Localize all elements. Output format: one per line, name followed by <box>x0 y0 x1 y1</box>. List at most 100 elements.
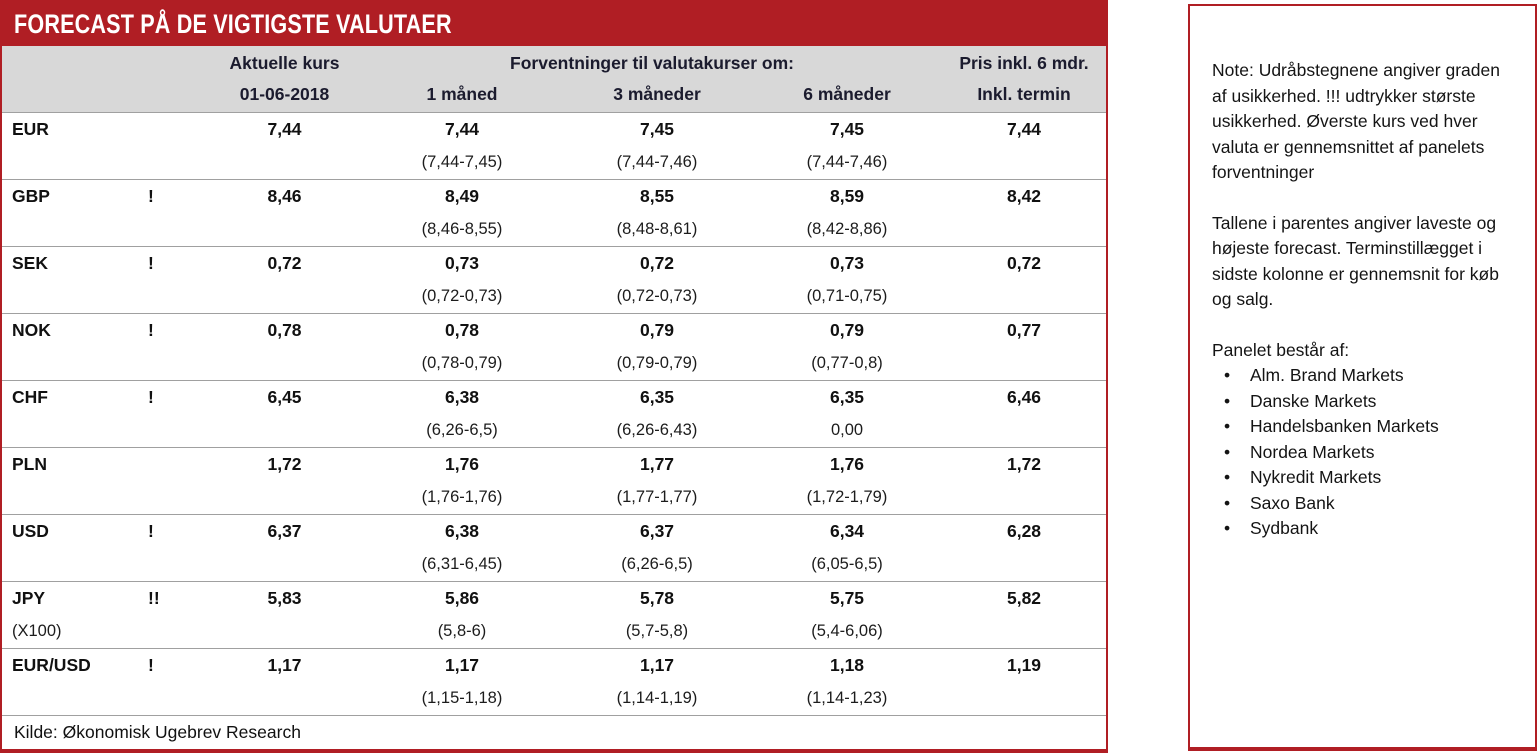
note-paragraph-parentheses: Tallene i parentes angiver laveste og hø… <box>1212 212 1499 310</box>
value-6-maaneder: 5,75 <box>829 588 865 608</box>
range-3-maaneder: (0,79-0,79) <box>616 354 698 372</box>
panel-member-name: Handelsbanken Markets <box>1250 416 1439 436</box>
termin-value: 5,82 <box>1006 588 1042 608</box>
value-1-maaned: 8,49 <box>444 186 480 206</box>
forecast-table-box: FORECAST PÅ DE VIGTIGSTE VALUTAER Aktuel… <box>0 0 1108 753</box>
aktuel-value: 0,72 <box>267 253 302 273</box>
value-1-maaned: 6,38 <box>444 521 480 541</box>
value-1-maaned: 1,76 <box>444 454 480 474</box>
panel-member-name: Danske Markets <box>1250 390 1377 411</box>
range-6-maaneder: (6,05-6,5) <box>811 555 883 573</box>
aktuel-value: 1,17 <box>267 655 302 675</box>
col-header-3-maaneder: 3 måneder <box>613 84 701 104</box>
panel-member: • Danske Markets <box>1212 389 1519 415</box>
currency-label: SEK <box>12 253 48 273</box>
range-6-maaneder: (7,44-7,46) <box>806 153 888 171</box>
value-3-maaneder: 1,17 <box>639 655 675 675</box>
currency-range-row: (6,31-6,45) (6,26-6,5) (6,05-6,5) <box>2 548 1106 581</box>
bullet-icon: • <box>1224 518 1231 538</box>
termin-value: 8,42 <box>1006 186 1042 206</box>
currency-label: CHF <box>12 387 48 407</box>
range-6-maaneder: (8,42-8,86) <box>806 220 888 238</box>
panel-member-name: Sydbank <box>1250 518 1319 538</box>
col-header-1-maaned: 1 måned <box>426 84 498 104</box>
currency-range-row: (0,72-0,73) (0,72-0,73) (0,71-0,75) <box>2 280 1106 313</box>
currency-block: NOK! 0,78 0,78 0,79 0,79 0,77 (0,78-0,79) (0,79… <box>2 313 1106 380</box>
panel-member: • Sydbank <box>1212 516 1519 542</box>
aktuel-value: 8,46 <box>267 186 302 206</box>
currency-label: NOK <box>12 320 51 340</box>
col-header-aktuelle-kurs: Aktuelle kurs <box>229 53 340 73</box>
currency-block: EUR 7,44 7,44 7,45 7,45 7,44 (7,44-7,45) (7,44-… <box>2 112 1106 179</box>
value-3-maaneder: 0,79 <box>639 320 675 340</box>
col-header-forventninger: Forventninger til valutakurser om: <box>510 53 794 73</box>
range-6-maaneder: (0,71-0,75) <box>806 287 888 305</box>
table-header-row-1: Aktuelle kurs Forventninger til valutaku… <box>2 48 1106 79</box>
col-header-date: 01-06-2018 <box>239 84 330 104</box>
title-banner: FORECAST PÅ DE VIGTIGSTE VALUTAER <box>2 2 1106 46</box>
range-1-maaned: (7,44-7,45) <box>421 153 503 171</box>
source-row: Kilde: Økonomisk Ugebrev Research <box>2 715 1106 749</box>
note-paragraph-panel-intro: Panelet består af: <box>1212 339 1350 360</box>
currency-range-row: (7,44-7,45) (7,44-7,46) (7,44-7,46) <box>2 146 1106 179</box>
value-1-maaned: 5,86 <box>444 588 480 608</box>
currency-main-row: NOK! 0,78 0,78 0,79 0,79 0,77 <box>2 314 1106 347</box>
bullet-icon: • <box>1224 365 1231 385</box>
uncertainty-mark: ! <box>148 253 154 273</box>
value-6-maaneder: 7,45 <box>829 119 865 139</box>
panel-member-name: Nordea Markets <box>1250 441 1375 462</box>
range-3-maaneder: (6,26-6,43) <box>616 421 698 439</box>
panel-member: • Nordea Markets <box>1212 440 1519 466</box>
currency-range-row: (1,15-1,18) (1,14-1,19) (1,14-1,23) <box>2 682 1106 715</box>
value-3-maaneder: 5,78 <box>639 588 675 608</box>
currency-main-row: PLN 1,72 1,76 1,77 1,76 1,72 <box>2 448 1106 481</box>
range-3-maaneder: (0,72-0,73) <box>616 287 698 305</box>
range-1-maaned: (0,78-0,79) <box>421 354 503 372</box>
range-6-maaneder: 0,00 <box>830 421 864 439</box>
panel-member-name: Nykredit Markets <box>1250 467 1382 487</box>
currency-block: EUR/USD! 1,17 1,17 1,17 1,18 1,19 (1,15-1,18)(… <box>2 648 1106 715</box>
currency-block: USD! 6,37 6,38 6,37 6,34 6,28 (6,31-6,45) (6,26… <box>2 514 1106 581</box>
col-header-6-maaneder: 6 måneder <box>803 84 891 104</box>
value-3-maaneder: 8,55 <box>639 186 675 206</box>
value-6-maaneder: 1,18 <box>829 655 865 675</box>
termin-value: 0,77 <box>1006 320 1042 340</box>
aktuel-value: 6,45 <box>267 387 302 407</box>
currency-sub-label: (X100) <box>12 622 62 640</box>
bullet-icon: • <box>1224 441 1231 462</box>
value-3-maaneder: 6,35 <box>639 387 675 407</box>
value-1-maaned: 7,44 <box>444 119 480 139</box>
currency-range-row: (X100) (5,8-6) (5,7-5,8) (5,4-6,06) <box>2 615 1106 648</box>
value-6-maaneder: 6,34 <box>829 521 865 541</box>
currency-label: PLN <box>12 454 47 474</box>
currency-main-row: CHF! 6,45 6,38 6,35 6,35 6,46 <box>2 381 1106 414</box>
bullet-icon: • <box>1224 390 1231 411</box>
col-header-inkl-termin: Inkl. termin <box>977 84 1071 104</box>
value-1-maaned: 0,78 <box>444 320 480 340</box>
range-6-maaneder: (5,4-6,06) <box>811 622 883 640</box>
aktuel-value: 5,83 <box>267 588 302 608</box>
currency-block: GBP! 8,46 8,49 8,55 8,59 8,42 (8,46-8,55) (8,48… <box>2 179 1106 246</box>
currency-main-row: GBP! 8,46 8,49 8,55 8,59 8,42 <box>2 180 1106 213</box>
termin-value: 7,44 <box>1006 119 1042 139</box>
currency-label: EUR/USD <box>12 655 91 675</box>
value-3-maaneder: 6,37 <box>639 521 675 541</box>
uncertainty-mark: ! <box>148 320 154 340</box>
note-box: Note: Udråbstegnene angiver graden af us… <box>1188 4 1537 751</box>
value-1-maaned: 1,17 <box>444 655 480 675</box>
aktuel-value: 0,78 <box>267 320 302 340</box>
termin-value: 6,46 <box>1006 387 1042 407</box>
termin-value: 0,72 <box>1006 253 1042 273</box>
range-1-maaned: (8,46-8,55) <box>421 220 503 238</box>
range-3-maaneder: (1,14-1,19) <box>616 689 698 707</box>
range-1-maaned: (6,31-6,45) <box>421 555 503 573</box>
table-header: Aktuelle kurs Forventninger til valutaku… <box>2 46 1106 112</box>
termin-value: 1,72 <box>1006 454 1042 474</box>
value-6-maaneder: 0,73 <box>829 253 865 273</box>
value-1-maaned: 0,73 <box>444 253 480 273</box>
currency-main-row: EUR 7,44 7,44 7,45 7,45 7,44 <box>2 113 1106 146</box>
range-3-maaneder: (8,48-8,61) <box>616 220 698 238</box>
currency-block: JPY!! 5,83 5,86 5,78 5,75 5,82 (X100) (5,8-6) (5… <box>2 581 1106 648</box>
value-3-maaneder: 1,77 <box>639 454 675 474</box>
